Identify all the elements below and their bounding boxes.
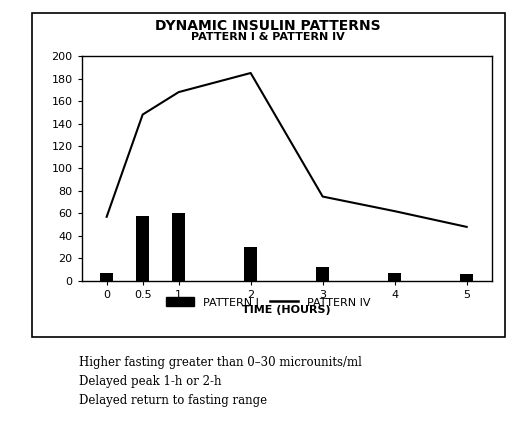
Bar [136, 216, 149, 281]
X-axis label: TIME (HOURS): TIME (HOURS) [242, 305, 331, 315]
Bar [172, 213, 185, 281]
Bar [388, 273, 401, 281]
Text: PATTERN I & PATTERN IV: PATTERN I & PATTERN IV [191, 32, 345, 42]
Bar [460, 274, 473, 281]
Bar [244, 247, 257, 281]
Legend: PATTERN I, PATTERN IV: PATTERN I, PATTERN IV [166, 297, 370, 308]
Text: DYNAMIC INSULIN PATTERNS: DYNAMIC INSULIN PATTERNS [156, 19, 381, 33]
Bar [100, 273, 113, 281]
Text: Higher fasting greater than 0–30 microunits/ml
Delayed peak 1-h or 2-h
Delayed r: Higher fasting greater than 0–30 microun… [79, 356, 362, 407]
Bar [316, 267, 329, 281]
